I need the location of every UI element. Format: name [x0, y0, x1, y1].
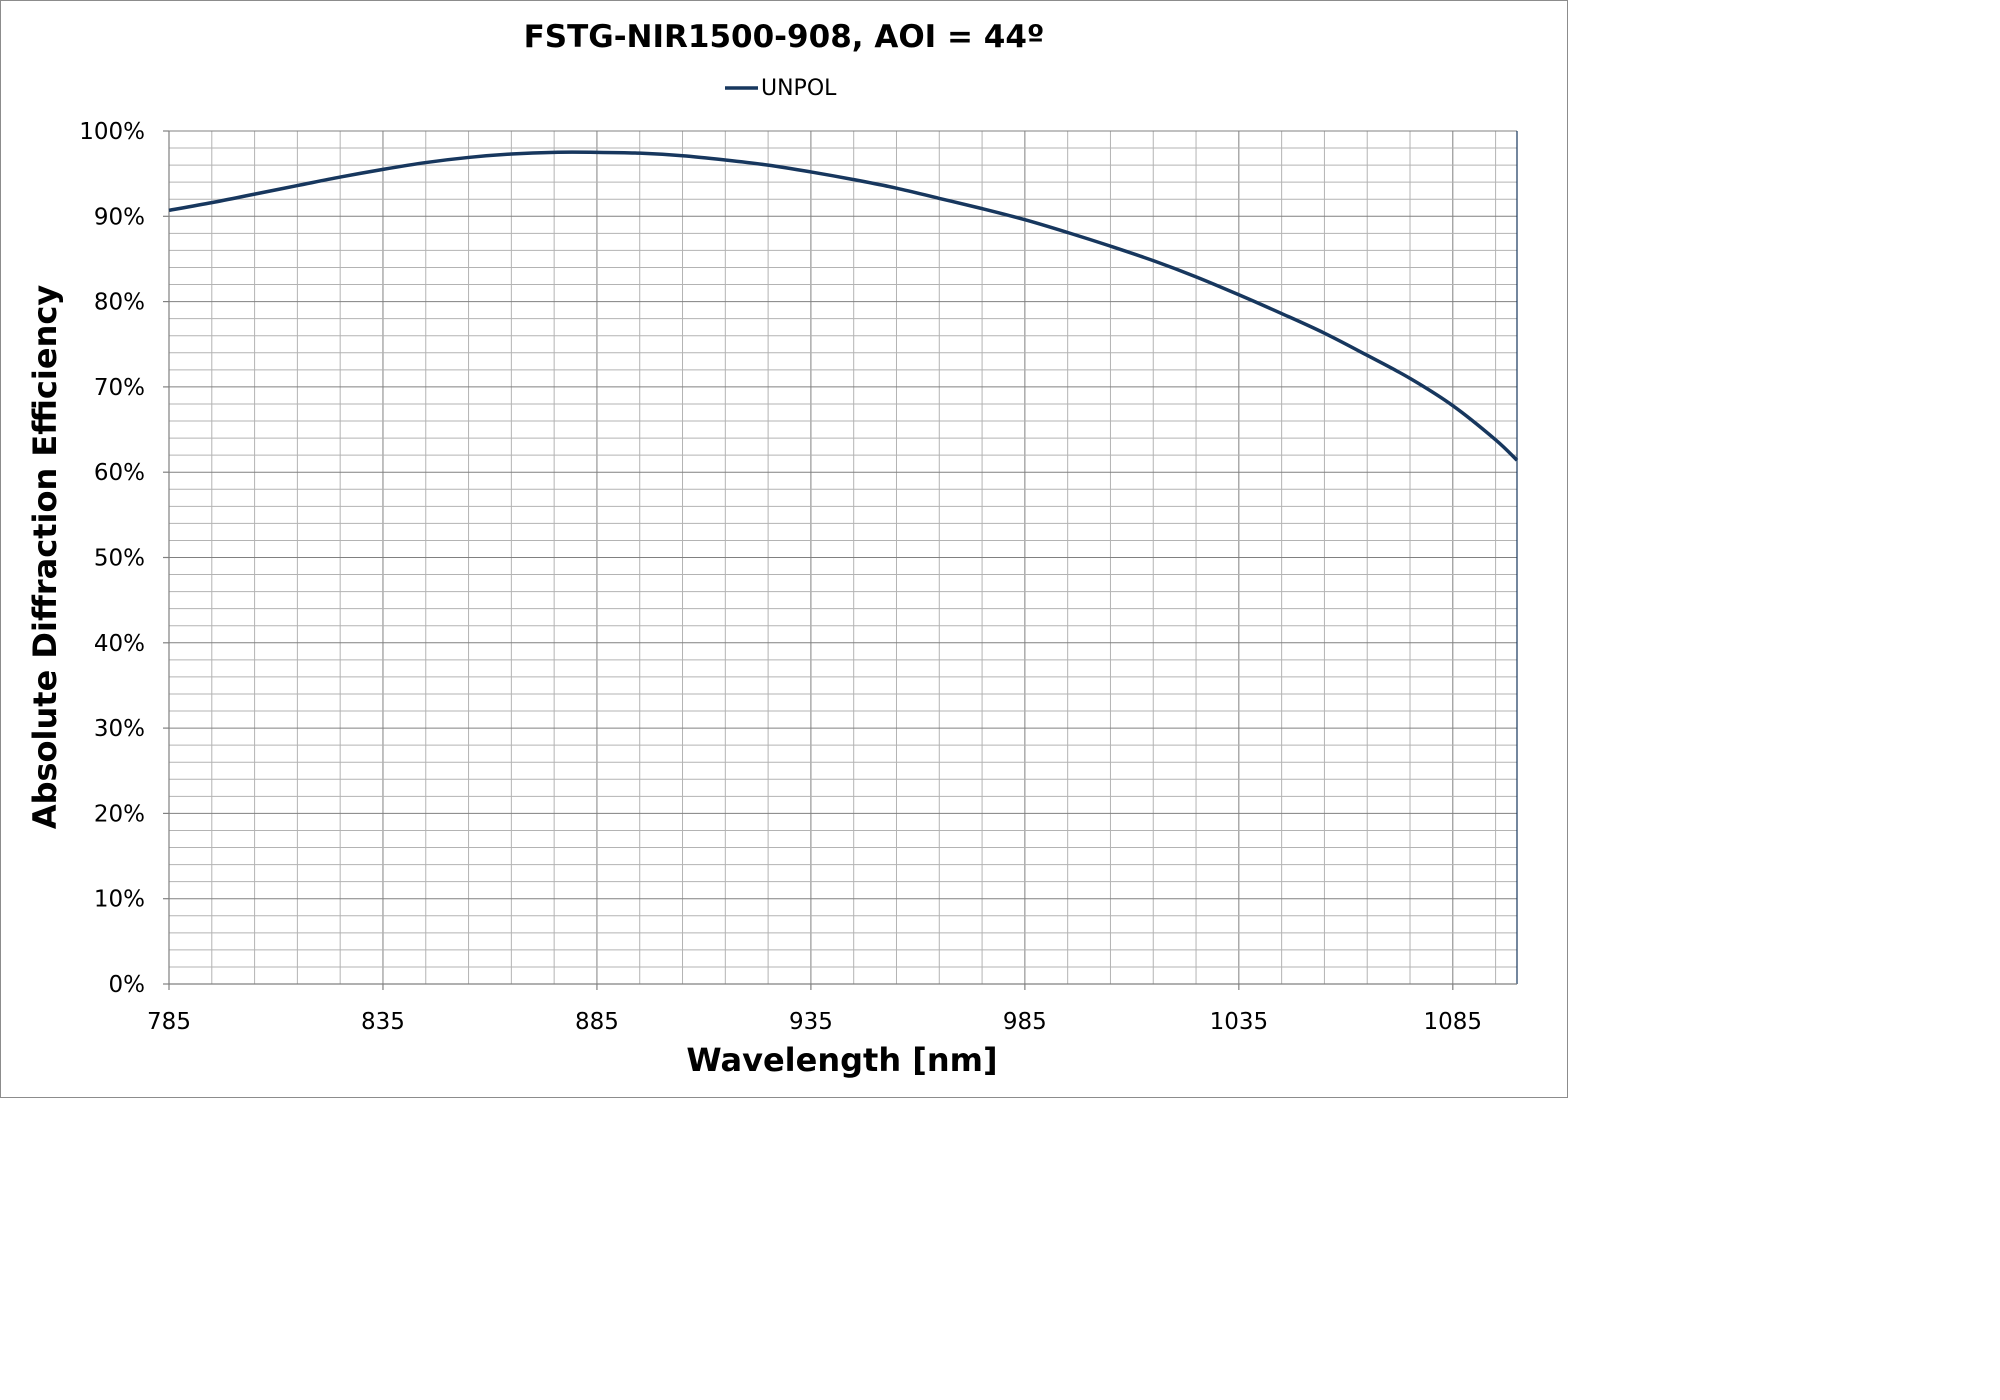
y-tick-label: 40%	[94, 631, 145, 657]
y-tick-label: 100%	[79, 119, 145, 145]
y-tick-label: 60%	[94, 460, 145, 486]
x-tick-label: 785	[147, 1009, 191, 1035]
x-axis-ticks: 785 835 885 935 985 1035 1085	[147, 984, 1482, 1035]
series-line-unpol	[168, 150, 1519, 462]
y-axis-ticks: 0% 10% 20% 30% 40% 50% 60% 70% 80% 90% 100%	[79, 119, 169, 998]
y-axis-title: Absolute Diffraction Efficiency	[26, 285, 64, 830]
series-layer	[168, 150, 1519, 462]
y-tick-label: 0%	[109, 972, 146, 998]
legend-label-unpol: UNPOL	[761, 76, 837, 101]
y-tick-label: 80%	[94, 290, 145, 316]
y-tick-label: 70%	[94, 375, 145, 401]
x-tick-label: 1035	[1210, 1009, 1269, 1035]
chart-frame: FSTG-NIR1500-908, AOI = 44º UNPOL 0% 10% 2…	[0, 0, 1568, 1098]
x-axis-title: Wavelength [nm]	[686, 1041, 997, 1079]
y-tick-label: 20%	[94, 801, 145, 827]
chart-svg: FSTG-NIR1500-908, AOI = 44º UNPOL 0% 10% 2…	[26, 19, 1519, 1079]
chart-title: FSTG-NIR1500-908, AOI = 44º	[524, 19, 1045, 55]
x-tick-label: 835	[361, 1009, 405, 1035]
y-tick-label: 90%	[94, 204, 145, 230]
x-tick-label: 885	[575, 1009, 619, 1035]
legend: UNPOL	[725, 76, 837, 101]
x-tick-label: 1085	[1424, 1009, 1483, 1035]
y-tick-label: 50%	[94, 546, 145, 572]
x-tick-label: 985	[1003, 1009, 1047, 1035]
gridlines	[169, 131, 1517, 984]
x-tick-label: 935	[789, 1009, 833, 1035]
y-tick-label: 30%	[94, 716, 145, 742]
y-tick-label: 10%	[94, 887, 145, 913]
